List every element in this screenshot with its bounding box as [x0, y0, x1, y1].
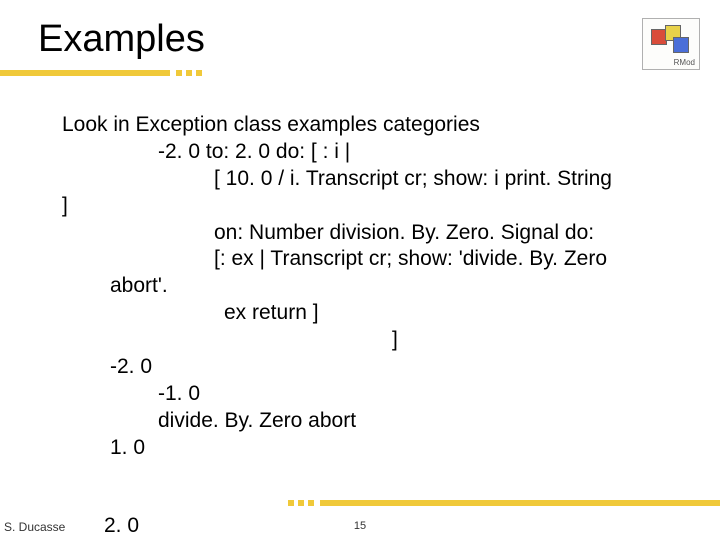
page-title: Examples	[38, 18, 205, 61]
slide-number: 15	[354, 520, 366, 532]
body-line: [: ex | Transcript cr; show: 'divide. By…	[62, 246, 690, 273]
body-line: [ 10. 0 / i. Transcript cr; show: i prin…	[62, 166, 690, 193]
logo-label: RMod	[674, 58, 695, 67]
body-line: Look in Exception class examples categor…	[62, 112, 690, 139]
title-underline	[0, 70, 200, 76]
body-line: abort'.	[62, 273, 690, 300]
body-line: 2. 0	[104, 514, 139, 538]
body-line: ex return ]	[62, 300, 690, 327]
body-line: -2. 0	[62, 354, 690, 381]
footer-underline	[0, 500, 720, 506]
author-label: S. Ducasse	[4, 520, 65, 534]
body-line: -1. 0	[62, 381, 690, 408]
body-line: 1. 0	[62, 435, 690, 462]
body-line: -2. 0 to: 2. 0 do: [ : i |	[62, 139, 690, 166]
body-line: divide. By. Zero abort	[62, 408, 690, 435]
body-line: ]	[62, 193, 690, 220]
rmod-logo: RMod	[642, 18, 700, 70]
slide-body: Look in Exception class examples categor…	[62, 112, 690, 461]
body-line: ]	[62, 327, 690, 354]
body-line: on: Number division. By. Zero. Signal do…	[62, 220, 690, 247]
